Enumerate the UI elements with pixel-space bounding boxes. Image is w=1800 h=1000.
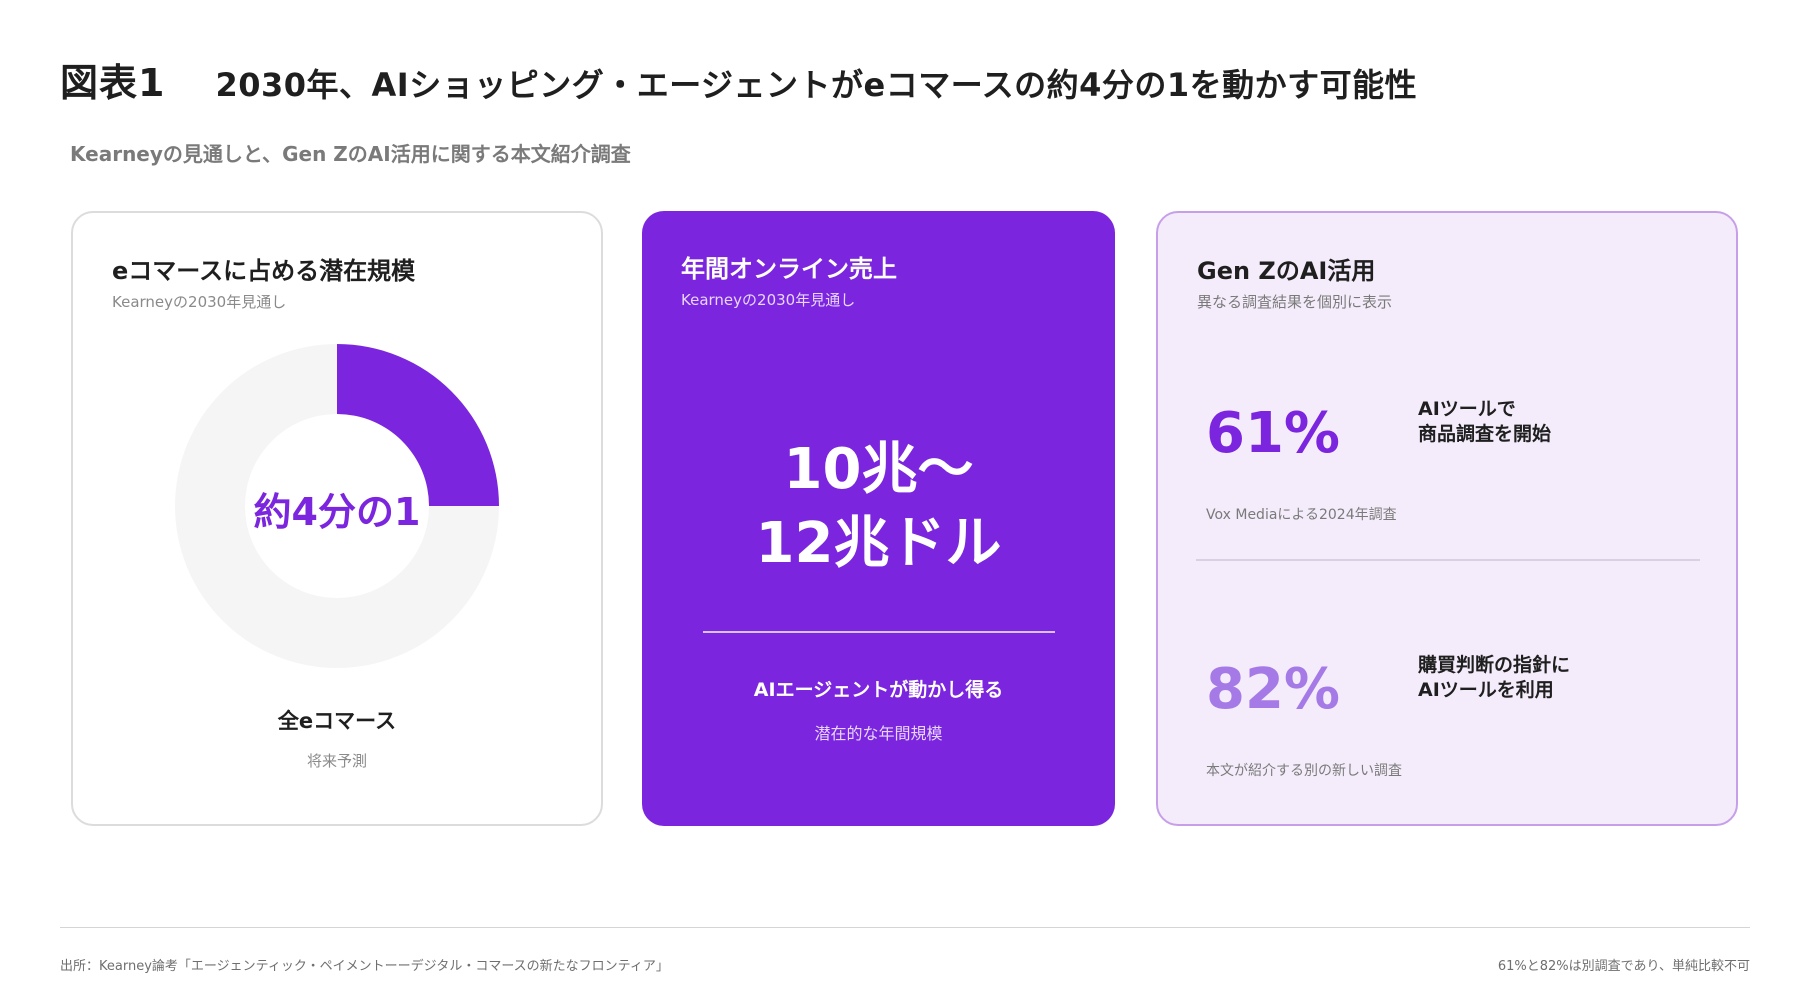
source-note: 出所：Kearney論考「エージェンティック・ペイメントーーデジタル・コマースの…: [60, 959, 669, 974]
donut-center-label: 約4分の1: [253, 490, 421, 534]
card-subtitle: Kearneyの2030年見通し: [112, 293, 287, 311]
card-title: 年間オンライン売上: [681, 255, 897, 283]
sales-caption-sub: 潜在的な年間規模: [814, 724, 943, 743]
stat-value-82: 82%: [1206, 657, 1341, 722]
stat-label-line2: AIツールを利用: [1418, 679, 1554, 701]
figure-heading: 図表1 2030年、AIショッピング・エージェントがeコマースの約4分の1を動か…: [60, 52, 1417, 107]
donut-chart: [175, 344, 499, 668]
figure-title: 2030年、AIショッピング・エージェントがeコマースの約4分の1を動かす可能性: [215, 66, 1418, 104]
stat-source-82: 本文が紹介する別の新しい調査: [1206, 763, 1402, 779]
divider: [1196, 559, 1700, 561]
comparison-note: 61%と82%は別調査であり、単純比較不可: [1497, 959, 1750, 974]
stat-label-line2: 商品調査を開始: [1418, 423, 1552, 445]
sales-caption: AIエージェントが動かし得る: [753, 679, 1004, 701]
card-title: Gen ZのAI活用: [1197, 257, 1376, 285]
donut-total-label: 全eコマース: [277, 709, 397, 733]
stat-value-61: 61%: [1206, 401, 1341, 466]
figure-subtitle: Kearneyの見通しと、Gen ZのAI活用に関する本文紹介調査: [70, 142, 631, 166]
sales-value: 10兆〜 12兆ドル: [642, 433, 1115, 581]
sales-value-line2: 12兆ドル: [755, 511, 1002, 576]
sales-value-line1: 10兆〜: [783, 437, 974, 502]
stat-label-line1: AIツールで: [1418, 398, 1516, 420]
stat-label-82: 購買判断の指針に AIツールを利用: [1418, 653, 1570, 703]
ecommerce-share-card: eコマースに占める潜在規模 Kearneyの2030年見通し 約4分の1 全eコ…: [71, 211, 603, 826]
stat-label-line1: 購買判断の指針に: [1418, 654, 1571, 676]
card-title: eコマースに占める潜在規模: [112, 257, 416, 285]
genz-ai-usage-card: Gen ZのAI活用 異なる調査結果を個別に表示 61% AIツールで 商品調査…: [1156, 211, 1738, 826]
stat-source-61: Vox Mediaによる2024年調査: [1206, 507, 1397, 523]
divider: [703, 631, 1055, 633]
donut-slice-0: [337, 344, 499, 506]
card-subtitle: Kearneyの2030年見通し: [681, 291, 856, 309]
footer-divider: [60, 927, 1750, 928]
donut-total-sublabel: 将来予測: [306, 752, 367, 770]
annual-online-sales-card: 年間オンライン売上 Kearneyの2030年見通し 10兆〜 12兆ドル AI…: [642, 211, 1115, 826]
donut-slice-1: [175, 344, 499, 668]
card-subtitle: 異なる調査結果を個別に表示: [1197, 293, 1393, 311]
figure-number: 図表1: [60, 61, 166, 105]
stat-label-61: AIツールで 商品調査を開始: [1418, 397, 1551, 447]
